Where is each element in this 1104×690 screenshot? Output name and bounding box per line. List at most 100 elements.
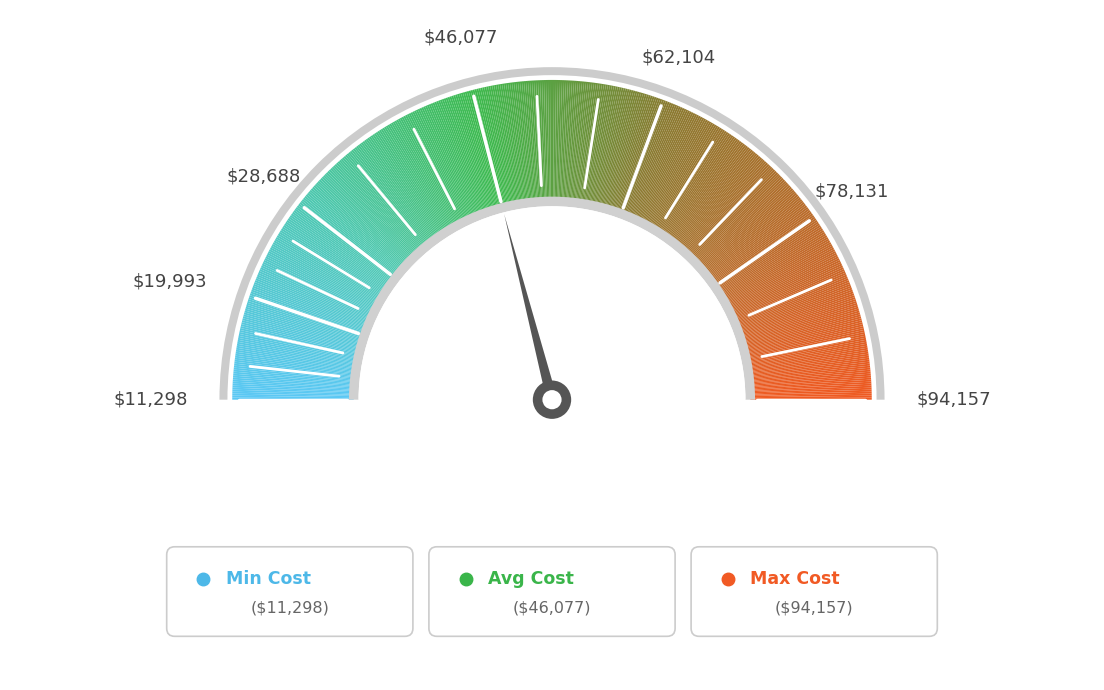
Wedge shape <box>693 175 781 262</box>
Wedge shape <box>414 110 468 221</box>
Text: Avg Cost: Avg Cost <box>488 570 574 588</box>
Wedge shape <box>597 88 627 207</box>
Wedge shape <box>565 81 576 202</box>
Wedge shape <box>486 86 512 206</box>
Wedge shape <box>254 282 368 328</box>
Wedge shape <box>567 81 578 202</box>
Wedge shape <box>245 308 362 344</box>
Wedge shape <box>575 82 592 203</box>
Wedge shape <box>613 96 652 212</box>
Wedge shape <box>259 269 371 320</box>
Wedge shape <box>232 395 353 398</box>
Wedge shape <box>338 161 420 253</box>
Wedge shape <box>447 97 488 213</box>
Wedge shape <box>715 218 817 288</box>
Wedge shape <box>622 100 666 215</box>
Wedge shape <box>679 155 758 248</box>
Wedge shape <box>233 373 354 385</box>
Wedge shape <box>607 92 644 210</box>
Wedge shape <box>297 206 394 280</box>
Wedge shape <box>300 201 397 277</box>
Wedge shape <box>591 86 616 206</box>
Wedge shape <box>603 90 636 208</box>
Polygon shape <box>200 415 904 560</box>
Wedge shape <box>736 282 850 328</box>
Wedge shape <box>732 267 843 319</box>
Wedge shape <box>220 67 884 400</box>
Wedge shape <box>559 80 564 201</box>
Wedge shape <box>326 172 413 259</box>
Wedge shape <box>270 246 379 305</box>
Wedge shape <box>422 107 473 219</box>
Wedge shape <box>633 108 684 219</box>
Wedge shape <box>634 109 687 220</box>
Wedge shape <box>298 204 395 279</box>
Wedge shape <box>233 370 354 382</box>
Wedge shape <box>319 179 408 264</box>
Wedge shape <box>743 313 860 347</box>
Wedge shape <box>295 208 393 282</box>
Wedge shape <box>750 370 871 382</box>
Polygon shape <box>321 400 783 560</box>
Wedge shape <box>235 352 355 371</box>
Wedge shape <box>232 394 353 397</box>
Wedge shape <box>446 97 487 213</box>
Wedge shape <box>546 80 550 201</box>
Wedge shape <box>741 301 857 339</box>
Wedge shape <box>749 355 869 373</box>
Wedge shape <box>237 338 358 362</box>
Wedge shape <box>626 103 673 216</box>
Wedge shape <box>431 103 478 216</box>
Wedge shape <box>335 164 418 255</box>
Wedge shape <box>262 264 373 317</box>
Wedge shape <box>730 258 839 313</box>
Wedge shape <box>278 233 383 297</box>
Wedge shape <box>696 179 785 264</box>
Wedge shape <box>467 91 500 208</box>
Wedge shape <box>676 150 753 246</box>
Wedge shape <box>264 260 373 314</box>
Text: ($46,077): ($46,077) <box>512 600 592 615</box>
Wedge shape <box>615 96 655 212</box>
Wedge shape <box>265 256 374 312</box>
Wedge shape <box>246 303 363 341</box>
Wedge shape <box>354 147 431 244</box>
Wedge shape <box>569 81 580 202</box>
Wedge shape <box>750 373 871 385</box>
Wedge shape <box>241 324 360 354</box>
Wedge shape <box>735 277 848 324</box>
Wedge shape <box>582 83 602 204</box>
Wedge shape <box>333 165 417 255</box>
Wedge shape <box>698 182 788 266</box>
FancyBboxPatch shape <box>691 546 937 636</box>
Wedge shape <box>253 284 368 329</box>
Wedge shape <box>750 380 871 388</box>
Wedge shape <box>724 242 831 303</box>
Wedge shape <box>285 221 388 290</box>
Wedge shape <box>661 133 730 235</box>
Wedge shape <box>342 157 423 250</box>
Wedge shape <box>651 124 714 229</box>
Wedge shape <box>596 88 626 207</box>
Text: $78,131: $78,131 <box>814 183 889 201</box>
Wedge shape <box>506 83 524 204</box>
Wedge shape <box>252 288 367 331</box>
Wedge shape <box>306 195 400 273</box>
Wedge shape <box>623 101 668 215</box>
Wedge shape <box>355 146 432 243</box>
Wedge shape <box>234 362 355 377</box>
Wedge shape <box>714 215 814 286</box>
Wedge shape <box>734 273 847 322</box>
Wedge shape <box>269 249 378 308</box>
Wedge shape <box>620 99 665 214</box>
Wedge shape <box>312 187 404 268</box>
Wedge shape <box>436 101 481 215</box>
Wedge shape <box>659 131 726 234</box>
Wedge shape <box>407 114 463 223</box>
Wedge shape <box>308 191 402 271</box>
Wedge shape <box>672 146 749 243</box>
Wedge shape <box>299 202 396 278</box>
Wedge shape <box>684 161 766 253</box>
Wedge shape <box>627 104 676 217</box>
Wedge shape <box>652 124 716 230</box>
